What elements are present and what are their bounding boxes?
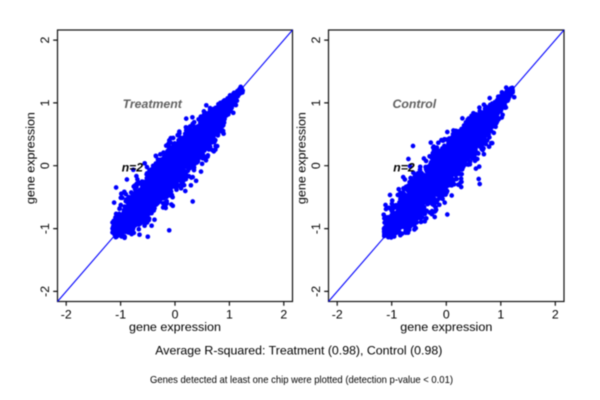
svg-text:Genes detected at least one ch: Genes detected at least one chip were pl… [150, 375, 453, 386]
svg-text:-1: -1 [115, 307, 126, 321]
svg-text:0: 0 [38, 162, 52, 169]
svg-text:Average R-squared: Treatment (: Average R-squared: Treatment (0.98), Con… [155, 343, 442, 357]
svg-text:2: 2 [309, 37, 323, 44]
svg-text:gene expression: gene expression [24, 112, 38, 204]
svg-text:2: 2 [552, 307, 559, 321]
svg-text:1: 1 [309, 99, 323, 106]
svg-text:-1: -1 [386, 307, 397, 321]
svg-text:1: 1 [38, 99, 52, 106]
svg-text:1: 1 [226, 307, 233, 321]
svg-text:-2: -2 [332, 307, 343, 321]
svg-text:1: 1 [497, 307, 504, 321]
svg-text:gene expression: gene expression [295, 112, 309, 204]
svg-text:n=2: n=2 [122, 160, 144, 174]
svg-text:-2: -2 [309, 286, 323, 297]
svg-text:2: 2 [38, 37, 52, 44]
svg-text:Treatment: Treatment [123, 97, 183, 111]
svg-text:2: 2 [280, 307, 287, 321]
svg-text:gene expression: gene expression [129, 320, 221, 334]
svg-text:0: 0 [443, 307, 450, 321]
svg-text:gene expression: gene expression [400, 320, 492, 334]
svg-text:0: 0 [172, 307, 179, 321]
svg-text:-1: -1 [309, 223, 323, 234]
svg-text:-2: -2 [38, 286, 52, 297]
svg-text:-1: -1 [38, 223, 52, 234]
svg-text:n=2: n=2 [393, 160, 415, 174]
svg-text:0: 0 [309, 162, 323, 169]
svg-text:-2: -2 [61, 307, 72, 321]
svg-text:Control: Control [393, 97, 437, 111]
